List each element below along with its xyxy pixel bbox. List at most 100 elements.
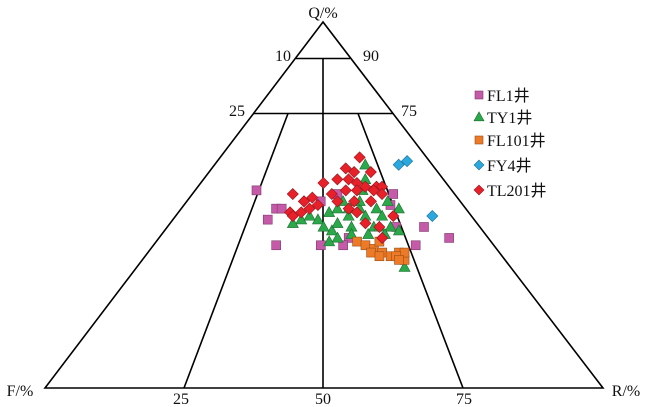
series-4 — [392, 155, 439, 222]
legend-label: FY4井 — [487, 157, 531, 175]
data-point-diamond — [348, 166, 361, 179]
data-point-diamond — [387, 209, 400, 222]
data-point-square — [419, 222, 429, 232]
data-point-triangle — [376, 209, 389, 221]
data-point-diamond — [306, 191, 319, 204]
data-point-diamond — [350, 184, 363, 197]
data-point-diamond — [367, 184, 380, 197]
data-point-triangle — [381, 195, 394, 206]
data-point-diamond — [392, 158, 405, 171]
data-point-diamond — [339, 162, 352, 175]
legend-label: FL101井 — [487, 132, 546, 150]
legend-diamond-icon — [473, 184, 485, 196]
data-point-diamond — [364, 166, 377, 179]
legend: FL1井 TY1井 FL101井 FY4井 TL201井 — [473, 87, 547, 200]
data-point-diamond — [297, 195, 310, 208]
data-point-triangle — [311, 213, 324, 225]
legend-item: FL1井 — [474, 87, 530, 105]
data-point-triangle — [295, 213, 308, 225]
data-point-diamond — [295, 206, 308, 219]
data-point-diamond — [325, 188, 338, 201]
data-point-diamond — [331, 195, 344, 208]
r75-line — [357, 113, 464, 389]
legend-marker — [474, 135, 484, 145]
legend-label: TL201井 — [487, 182, 547, 200]
r25-line — [183, 113, 289, 389]
data-point-diamond — [376, 231, 389, 244]
data-point-square — [410, 240, 421, 251]
data-point-diamond — [348, 195, 361, 208]
axis-label-q: Q/% — [308, 5, 337, 22]
data-point-triangle — [325, 224, 338, 236]
data-point-triangle — [392, 224, 405, 236]
data-point-diamond — [359, 217, 372, 230]
data-point-square — [271, 240, 281, 251]
legend-marker — [473, 111, 485, 122]
series-5 — [284, 151, 400, 244]
q90-right-label: 90 — [363, 48, 379, 65]
data-point-diamond — [311, 198, 324, 212]
data-point-diamond — [350, 206, 364, 219]
data-point-diamond — [342, 173, 355, 186]
data-point-triangle — [331, 202, 344, 214]
legend-label: TY1井 — [487, 109, 532, 127]
data-point-square — [352, 236, 362, 247]
data-point-triangle — [345, 227, 358, 239]
base-tick-label: 50 — [315, 391, 331, 407]
axis-label-f: F/% — [7, 383, 34, 400]
q75-left-label: 25 — [229, 103, 245, 120]
data-point-triangle — [317, 220, 330, 232]
legend-square-icon — [474, 135, 484, 145]
data-point-triangle — [303, 209, 316, 221]
legend-square-icon — [474, 90, 484, 100]
data-point-triangle — [362, 227, 375, 239]
data-point-diamond — [286, 209, 299, 222]
data-point-triangle — [323, 205, 336, 217]
q90-left-label: 10 — [275, 48, 291, 65]
legend-triangle-icon — [473, 111, 485, 122]
data-point-triangle — [331, 231, 344, 243]
legend-label: FL1井 — [487, 87, 530, 105]
legend-item: TL201井 — [473, 182, 547, 200]
base-tick-label: 25 — [173, 391, 189, 407]
data-point-diamond — [353, 151, 366, 164]
data-point-triangle — [398, 260, 411, 272]
legend-item: FY4井 — [473, 157, 531, 175]
data-point-diamond — [373, 220, 386, 233]
data-point-diamond — [426, 209, 439, 222]
legend-marker — [474, 90, 484, 100]
legend-diamond-icon — [473, 159, 485, 171]
triangle-outline — [43, 20, 605, 389]
triangle-frame — [43, 20, 605, 389]
data-point-diamond — [331, 173, 344, 186]
axis-label-r: R/% — [612, 383, 640, 400]
data-point-diamond — [376, 188, 389, 201]
data-point-square — [388, 189, 399, 199]
data-point-triangle — [384, 220, 397, 232]
base-tick-label: 75 — [456, 391, 472, 407]
data-point-diamond — [286, 188, 299, 201]
data-point-square — [276, 203, 287, 214]
data-point-diamond — [339, 184, 352, 197]
data-point-diamond — [364, 195, 377, 208]
data-point-square — [366, 247, 376, 258]
data-point-diamond — [342, 202, 355, 215]
data-point-square — [338, 240, 348, 251]
data-point-triangle — [342, 209, 355, 221]
q75-right-label: 75 — [401, 103, 417, 120]
data-points — [251, 151, 454, 272]
data-point-diamond — [401, 155, 414, 168]
data-point-square — [444, 233, 454, 243]
legend-item: FL101井 — [474, 132, 546, 150]
data-point-triangle — [359, 158, 372, 170]
data-point-triangle — [370, 202, 383, 214]
data-point-triangle — [331, 216, 344, 228]
data-point-diamond — [317, 177, 330, 190]
data-point-triangle — [392, 202, 405, 214]
data-point-square — [251, 185, 262, 196]
legend-item: TY1井 — [473, 109, 532, 127]
series-3 — [352, 236, 410, 265]
data-point-square — [262, 214, 273, 225]
data-point-square — [374, 251, 385, 262]
